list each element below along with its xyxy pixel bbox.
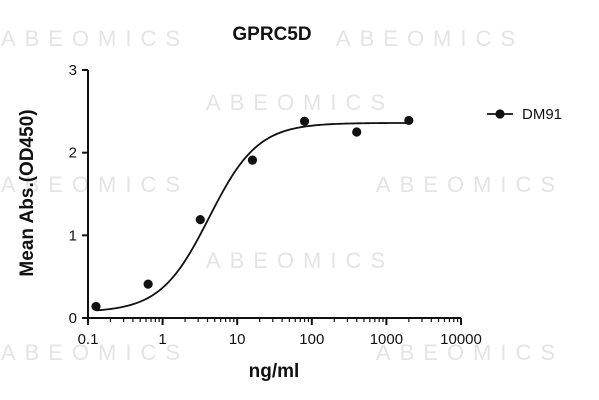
- legend-label: DM91: [522, 106, 562, 123]
- data-point: [143, 279, 153, 289]
- data-point: [195, 215, 205, 225]
- x-axis-label: ng/ml: [249, 361, 300, 382]
- watermark-text: ABEOMICS: [376, 340, 564, 365]
- watermark-text: ABEOMICS: [1, 26, 189, 51]
- x-tick-label: 10: [229, 331, 246, 348]
- x-tick-label: 1: [158, 331, 166, 348]
- watermark-layer: ABEOMICS ABEOMICS ABEOMICS ABEOMICS ABEOMICS…: [1, 26, 564, 365]
- data-point: [404, 115, 414, 126]
- chart-title: GPRC5D: [232, 24, 311, 45]
- plot-area: [91, 115, 414, 312]
- axes: 0 1 2 3 0.1 1 10 100 1000 10000: [69, 62, 482, 348]
- data-point: [299, 116, 310, 126]
- y-axis-label: Mean Abs.(OD450): [17, 109, 38, 276]
- y-tick-label: 1: [69, 227, 77, 244]
- legend: DM91: [487, 106, 562, 123]
- y-tick-label: 2: [69, 145, 77, 162]
- legend-marker: [495, 109, 505, 119]
- x-tick-label: 1000: [370, 331, 403, 348]
- watermark-text: ABEOMICS: [1, 172, 189, 197]
- x-tick-label: 10000: [440, 331, 482, 348]
- x-tick-label: 0.1: [78, 331, 99, 348]
- data-point: [352, 127, 362, 137]
- x-tick-label: 100: [299, 331, 324, 348]
- watermark-text: ABEOMICS: [206, 90, 394, 115]
- y-tick-label: 0: [69, 310, 77, 327]
- watermark-text: ABEOMICS: [336, 26, 524, 51]
- watermark-text: ABEOMICS: [206, 248, 394, 273]
- watermark-text: ABEOMICS: [1, 340, 189, 365]
- data-point: [91, 301, 101, 312]
- watermark-text: ABEOMICS: [376, 172, 564, 197]
- fit-curve: [95, 122, 409, 312]
- data-point: [247, 155, 258, 165]
- y-tick-label: 3: [69, 62, 77, 79]
